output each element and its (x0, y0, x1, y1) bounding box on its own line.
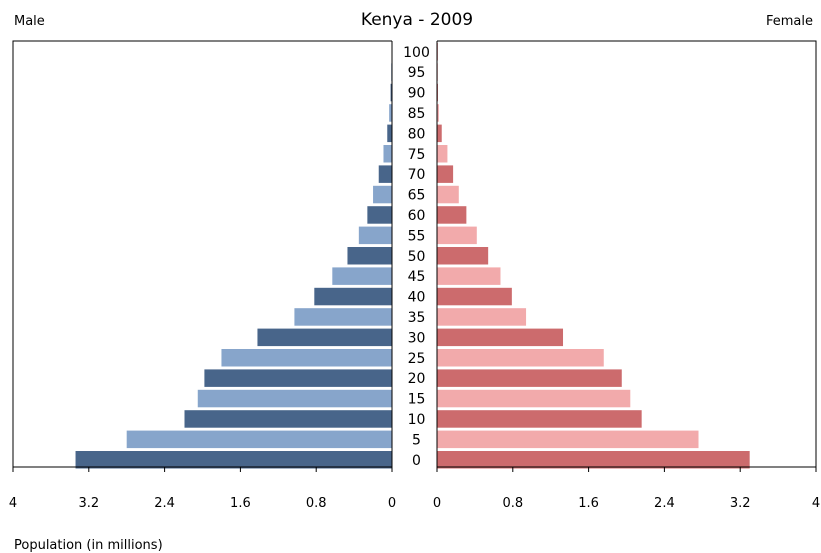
male-bar-40 (314, 287, 392, 306)
chart-title: Kenya - 2009 (361, 10, 473, 30)
male-tick-label: 1.6 (230, 496, 251, 511)
age-label-25: 25 (408, 351, 426, 367)
age-label-80: 80 (408, 126, 426, 142)
female-bar-65 (437, 185, 459, 204)
age-label-30: 30 (408, 330, 426, 346)
female-bar-30 (437, 328, 564, 347)
male-bar-35 (294, 308, 392, 326)
male-tick-label: 4 (9, 496, 17, 511)
male-bar-80 (387, 124, 392, 143)
age-label-100: 100 (403, 45, 430, 61)
female-x-ticks: 0 0.8 1.6 2.4 3.2 4 (433, 467, 820, 511)
male-tick-label: 3.2 (78, 496, 99, 511)
female-bar-25 (437, 349, 604, 367)
age-label-0: 0 (412, 453, 421, 469)
male-bar-25 (221, 349, 392, 367)
female-tick-label: 0.8 (502, 496, 523, 511)
female-bars (437, 43, 750, 469)
male-bar-70 (378, 165, 392, 183)
female-bar-10 (437, 410, 642, 428)
age-label-50: 50 (408, 249, 426, 265)
age-label-95: 95 (408, 65, 426, 81)
male-tick-label: 0 (388, 496, 396, 511)
male-bar-20 (204, 369, 392, 387)
male-bar-85 (389, 104, 392, 122)
female-tick-label: 3.2 (730, 496, 751, 511)
male-bar-0 (75, 451, 392, 469)
male-tick-label: 0.8 (306, 496, 327, 511)
female-bar-20 (437, 369, 622, 387)
male-bar-55 (358, 226, 392, 245)
female-bar-45 (437, 267, 501, 285)
male-bar-65 (373, 185, 392, 204)
age-labels: 0 5 10 15 20 25 30 35 40 45 50 55 60 65 70 75 80 85 90 95 10… (403, 45, 430, 469)
female-bar-0 (437, 451, 750, 469)
age-label-15: 15 (408, 392, 426, 408)
age-label-40: 40 (408, 290, 426, 306)
female-tick-label: 1.6 (578, 496, 599, 511)
male-bar-60 (367, 206, 392, 224)
female-bar-55 (437, 226, 477, 245)
male-bar-5 (126, 430, 392, 449)
age-label-5: 5 (412, 432, 421, 448)
male-bars (75, 43, 393, 469)
age-label-75: 75 (408, 147, 426, 163)
female-bar-60 (437, 206, 467, 224)
male-bar-75 (383, 145, 392, 163)
age-label-65: 65 (408, 188, 426, 204)
age-label-55: 55 (408, 228, 426, 244)
female-tick-label: 4 (812, 496, 820, 511)
female-bar-75 (437, 145, 448, 163)
female-tick-label: 0 (433, 496, 441, 511)
male-bar-10 (184, 410, 392, 428)
male-bar-50 (347, 247, 392, 265)
female-bar-15 (437, 389, 631, 408)
female-bar-40 (437, 287, 512, 306)
male-bar-30 (257, 328, 392, 347)
male-bar-90 (390, 83, 392, 102)
female-bar-5 (437, 430, 699, 449)
male-bar-15 (197, 389, 392, 408)
age-label-60: 60 (408, 208, 426, 224)
female-bar-70 (437, 165, 454, 183)
age-label-20: 20 (408, 371, 426, 387)
male-bar-45 (332, 267, 392, 285)
age-label-45: 45 (408, 269, 426, 285)
age-label-10: 10 (408, 412, 426, 428)
male-label: Male (14, 14, 45, 29)
female-label: Female (766, 14, 813, 29)
male-tick-label: 2.4 (154, 496, 175, 511)
x-axis-label: Population (in millions) (14, 538, 163, 553)
female-tick-label: 2.4 (654, 496, 675, 511)
female-bar-50 (437, 247, 489, 265)
age-label-35: 35 (408, 310, 426, 326)
female-bar-35 (437, 308, 527, 326)
age-label-70: 70 (408, 167, 426, 183)
female-bar-85 (437, 104, 439, 122)
age-label-90: 90 (408, 86, 426, 102)
male-x-ticks: 4 3.2 2.4 1.6 0.8 0 (9, 467, 396, 511)
age-label-85: 85 (408, 106, 426, 122)
female-bar-80 (437, 124, 442, 143)
